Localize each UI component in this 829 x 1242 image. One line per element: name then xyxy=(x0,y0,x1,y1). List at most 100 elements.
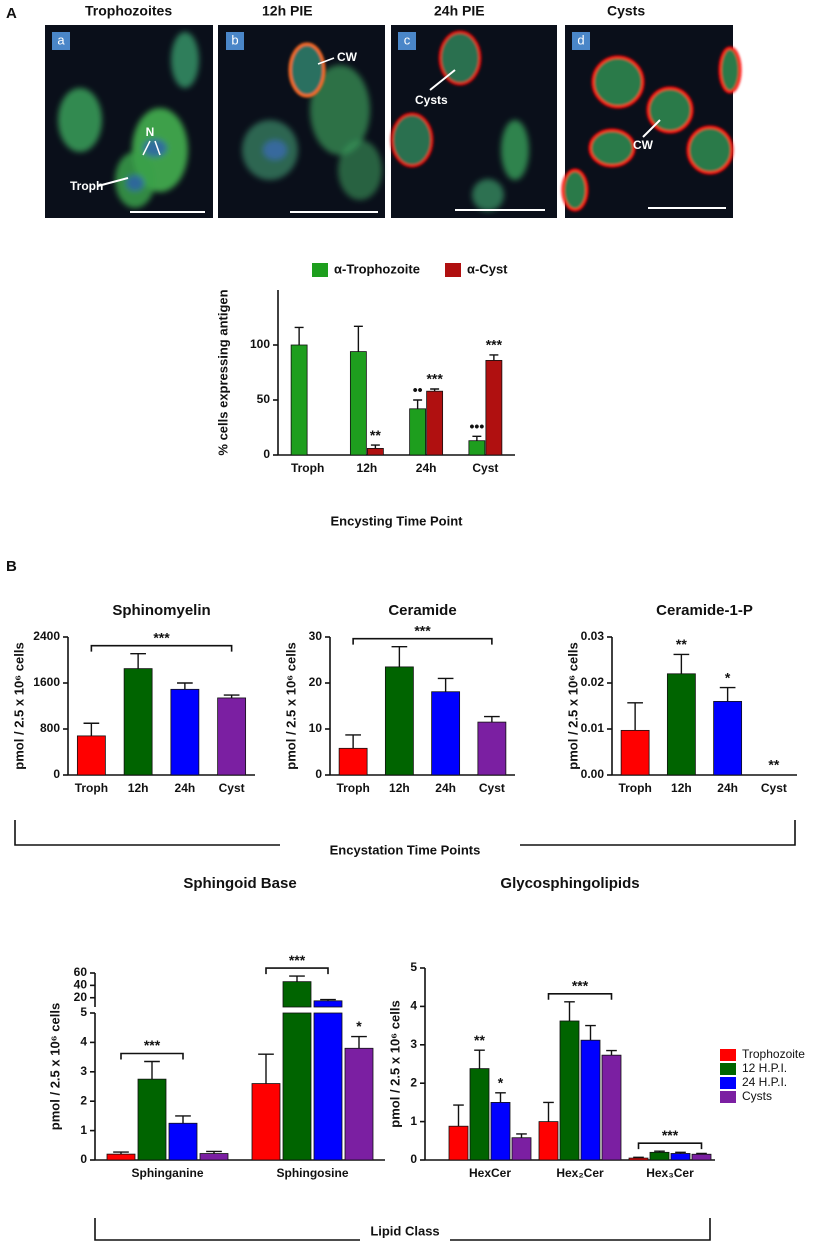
y-tick-label: 1 xyxy=(80,1123,87,1137)
error-bar xyxy=(489,354,499,361)
chart-title: Ceramide-1-P xyxy=(656,602,753,619)
legend-swatch xyxy=(720,1063,736,1075)
error-bar xyxy=(453,1104,464,1127)
x-tick-label: Sphinganine xyxy=(132,1166,204,1180)
error-bar xyxy=(484,715,500,723)
bar-lower xyxy=(313,1012,343,1161)
bar xyxy=(485,359,503,456)
significance-label: ** xyxy=(370,427,381,443)
bar xyxy=(366,447,384,456)
x-tick-label: 12h xyxy=(357,461,378,475)
image-tag: d xyxy=(577,32,584,47)
y-tick-label: 20 xyxy=(309,675,323,689)
y-axis-title: pmol / 2.5 x 10⁶ cells xyxy=(283,642,298,769)
legend-label: 12 H.P.I. xyxy=(742,1061,787,1075)
bar xyxy=(349,351,367,456)
error-bar xyxy=(294,326,304,345)
legend-swatch xyxy=(720,1077,736,1089)
bar xyxy=(477,721,507,776)
x-tick-label: Troph xyxy=(618,781,651,795)
significance-bracket xyxy=(352,637,493,645)
bar xyxy=(106,1153,136,1161)
y-tick-label: 800 xyxy=(40,721,60,735)
error-bar xyxy=(413,399,423,409)
x-tick-label: 12h xyxy=(671,781,692,795)
error-bar xyxy=(345,734,361,749)
significance-label: ** xyxy=(676,636,687,652)
significance-label: ••• xyxy=(470,418,485,434)
y-axis-title: pmol / 2.5 x 10⁶ cells xyxy=(11,642,26,769)
error-bar xyxy=(696,1152,707,1155)
x-axis-title: Encysting Time Point xyxy=(331,513,464,528)
y-tick-label: 5 xyxy=(80,1005,87,1019)
x-tick-label: Cyst xyxy=(472,461,498,475)
y-tick-label: 0 xyxy=(263,447,270,461)
image-title: 24h PIE xyxy=(434,3,485,19)
bar-lower xyxy=(282,1012,312,1161)
image-title: 12h PIE xyxy=(262,3,313,19)
bar xyxy=(559,1020,580,1161)
bar xyxy=(409,408,427,456)
y-tick-label: 0.00 xyxy=(581,767,605,781)
y-axis-title: % cells expressing antigen xyxy=(215,289,230,455)
image-tag: c xyxy=(404,32,411,47)
significance-label: *** xyxy=(414,622,431,638)
bar xyxy=(620,729,650,776)
y-tick-label: 0 xyxy=(53,767,60,781)
significance-label: * xyxy=(725,669,731,685)
image-tag: a xyxy=(57,32,65,47)
bar xyxy=(123,668,153,776)
y-tick-label: 2 xyxy=(410,1075,417,1089)
error-bar xyxy=(113,1151,129,1155)
bar xyxy=(426,390,444,456)
legend-label: 24 H.P.I. xyxy=(742,1075,787,1089)
significance-label: *** xyxy=(486,337,503,353)
micrograph: c Cysts xyxy=(390,25,557,218)
bar xyxy=(691,1153,712,1161)
x-tick-label: HexCer xyxy=(469,1166,511,1180)
legend-swatch xyxy=(312,263,328,277)
y-tick-label: 2 xyxy=(80,1093,87,1107)
y-tick-label: 2400 xyxy=(33,629,60,643)
error-bar xyxy=(391,645,408,667)
error-bar xyxy=(564,1001,575,1021)
bar xyxy=(580,1039,601,1161)
significance-label: *** xyxy=(289,952,306,968)
y-tick-label: 4 xyxy=(80,1035,87,1049)
image-annotation: CW xyxy=(337,50,358,64)
y-axis-title: pmol / 2.5 x 10⁶ cells xyxy=(565,642,580,769)
y-tick-label: 3 xyxy=(80,1064,87,1078)
y-tick-label: 4 xyxy=(410,999,417,1013)
significance-bracket xyxy=(90,644,233,652)
y-axis-title: pmol / 2.5 x 10⁶ cells xyxy=(387,1000,402,1127)
x-tick-label: Hex₂Cer xyxy=(556,1166,604,1180)
y-tick-label: 0.02 xyxy=(581,675,605,689)
bar xyxy=(290,344,308,456)
error-bar xyxy=(654,1150,665,1153)
error-bar xyxy=(627,702,643,731)
error-bar xyxy=(370,444,380,449)
image-title: Trophozoites xyxy=(85,3,172,19)
bar xyxy=(431,691,461,776)
y-tick-label: 1600 xyxy=(33,675,60,689)
y-axis-title: pmol / 2.5 x 10⁶ cells xyxy=(47,1003,62,1130)
chart-title: Glycosphingolipids xyxy=(500,875,639,892)
significance-bracket xyxy=(637,1142,703,1150)
error-bar xyxy=(430,388,440,392)
error-bar xyxy=(223,694,240,698)
y-tick-label: 10 xyxy=(309,721,323,735)
error-bar xyxy=(472,435,482,441)
bar xyxy=(76,735,106,776)
significance-label: *** xyxy=(144,1037,161,1053)
bar xyxy=(137,1078,167,1161)
bar xyxy=(538,1121,559,1161)
group-bracket xyxy=(14,820,796,846)
panel-label: B xyxy=(6,558,17,575)
error-bar xyxy=(633,1156,644,1159)
error-bar xyxy=(289,975,305,982)
bar xyxy=(448,1125,469,1161)
error-bar xyxy=(177,682,193,690)
y-tick-label: 3 xyxy=(410,1037,417,1051)
y-tick-label: 60 xyxy=(74,965,88,979)
x-tick-label: Cyst xyxy=(479,781,505,795)
